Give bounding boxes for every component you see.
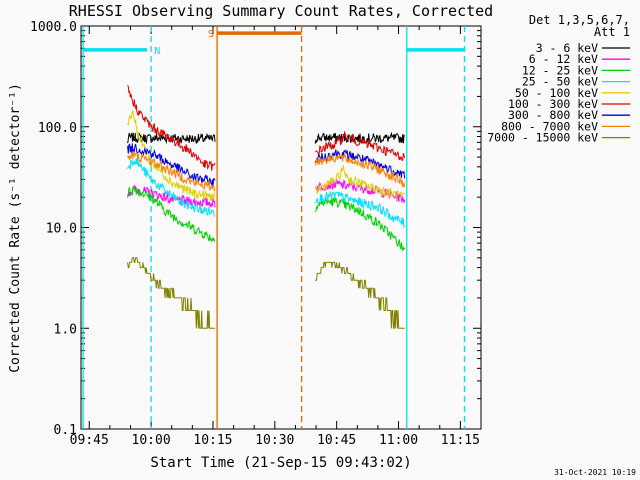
y-axis-label: Corrected Count Rate (s⁻¹ detector⁻¹) — [8, 83, 23, 373]
series-line — [127, 109, 216, 201]
y-tick-label: 1000.0 — [30, 20, 77, 35]
flag-label: S — [208, 29, 214, 40]
legend-label: 50 - 100 keV — [515, 86, 598, 100]
series-line — [315, 191, 406, 229]
chart-title: RHESSI Observing Summary Count Rates, Co… — [69, 2, 493, 20]
x-tick-label: 10:30 — [255, 433, 294, 448]
y-tick-label: 100.0 — [38, 121, 77, 136]
series-line — [314, 152, 406, 188]
y-tick-label: 0.1 — [54, 423, 77, 438]
x-tick-label: 10:00 — [132, 433, 171, 448]
x-tick-label: 10:15 — [193, 433, 232, 448]
legend-label: 300 - 800 keV — [508, 108, 598, 122]
legend-label: 100 - 300 keV — [508, 97, 598, 111]
x-tick-label: 11:15 — [441, 433, 480, 448]
flag-label: N — [154, 46, 160, 57]
series-line — [314, 131, 405, 145]
legend-label: 12 - 25 keV — [522, 63, 598, 77]
x-tick-label: 09:45 — [70, 433, 109, 448]
legend-label: 25 - 50 keV — [522, 75, 598, 89]
series-line — [126, 132, 216, 145]
series-line — [127, 143, 216, 187]
series-line — [314, 165, 405, 202]
legend-label: 7000 - 15000 keV — [487, 131, 598, 145]
legend-label: 6 - 12 keV — [529, 52, 598, 66]
series-line — [127, 84, 216, 171]
x-tick-label: 10:45 — [317, 433, 356, 448]
y-tick-label: 10.0 — [46, 222, 77, 237]
timestamp: 31-Oct-2021 10:19 — [554, 468, 636, 477]
legend-header-line2: Att 1 — [594, 25, 630, 39]
legend-label: 800 - 7000 keV — [501, 119, 598, 133]
legend-header-line1: Det 1,3,5,6,7, — [529, 13, 630, 27]
y-tick-label: 1.0 — [54, 322, 77, 337]
x-tick-label: 11:00 — [379, 433, 418, 448]
plot-frame — [80, 25, 482, 430]
plot-area: 0.1 1.0 10.0 100.0 1000.0 09:45 10:00 10:15 10:3… — [30, 20, 482, 448]
legend-label: 3 - 6 keV — [536, 41, 598, 55]
series-line — [315, 197, 406, 251]
series-line — [315, 130, 406, 161]
series-line — [127, 257, 215, 329]
series-line — [315, 261, 405, 329]
x-axis-label: Start Time (21-Sep-15 09:43:02) — [150, 455, 411, 471]
series-line — [127, 186, 216, 243]
series-line — [127, 151, 216, 193]
series-line — [127, 158, 216, 217]
